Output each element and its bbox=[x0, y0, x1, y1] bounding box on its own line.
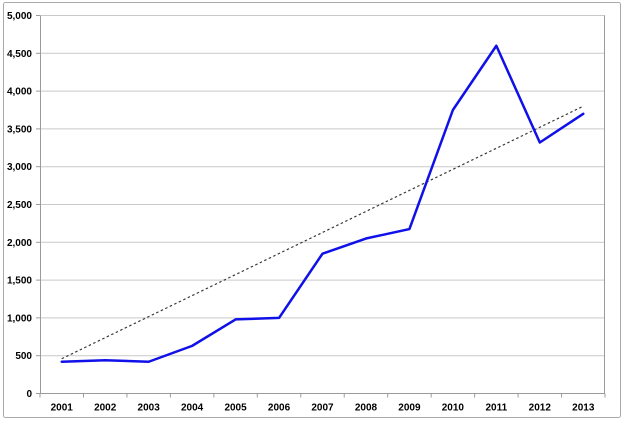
y-tick-label: 2,500 bbox=[7, 200, 32, 211]
x-tick-label: 2002 bbox=[94, 403, 117, 414]
x-tick-label: 2001 bbox=[51, 403, 74, 414]
x-tick-labels-group: 2001 2002 2003 2004 2005 2006 2007 2008 2009 2010… bbox=[51, 403, 595, 414]
x-tick-label: 2006 bbox=[268, 403, 291, 414]
y-tick-label: 500 bbox=[15, 351, 32, 362]
axes-group bbox=[40, 15, 605, 394]
y-tick-label: 1,000 bbox=[7, 313, 32, 324]
trendline-group bbox=[61, 105, 584, 360]
x-tick-label: 2012 bbox=[529, 403, 552, 414]
series-group bbox=[60, 44, 585, 363]
x-tick-label: 2010 bbox=[442, 403, 465, 414]
gridlines-group bbox=[40, 15, 605, 357]
y-tick-label: 3,500 bbox=[7, 124, 32, 135]
y-tick-label: 3,000 bbox=[7, 162, 32, 173]
x-tick-label: 2008 bbox=[355, 403, 378, 414]
y-tick-label: 4,500 bbox=[7, 49, 32, 60]
x-tick-label: 2013 bbox=[572, 403, 595, 414]
x-tick-label: 2005 bbox=[224, 403, 247, 414]
x-tick-label: 2003 bbox=[138, 403, 161, 414]
chart-frame bbox=[3, 2, 621, 418]
y-tick-label: 2,000 bbox=[7, 238, 32, 249]
y-tick-label: 0 bbox=[26, 389, 32, 400]
ticks-group bbox=[36, 15, 606, 398]
y-tick-label: 1,500 bbox=[7, 276, 32, 287]
x-tick-label: 2009 bbox=[398, 403, 421, 414]
y-tick-labels-group: 0 500 1,000 1,500 2,000 2,500 3,000 3,500 4,000 4… bbox=[7, 11, 32, 400]
x-tick-label: 2011 bbox=[485, 403, 507, 414]
y-tick-label: 4,000 bbox=[7, 87, 32, 98]
dotted-trendline bbox=[61, 105, 584, 360]
y-tick-label: 5,000 bbox=[7, 11, 32, 22]
data-series-line bbox=[60, 44, 585, 363]
x-tick-label: 2007 bbox=[311, 403, 334, 414]
x-tick-label: 2004 bbox=[181, 403, 204, 414]
